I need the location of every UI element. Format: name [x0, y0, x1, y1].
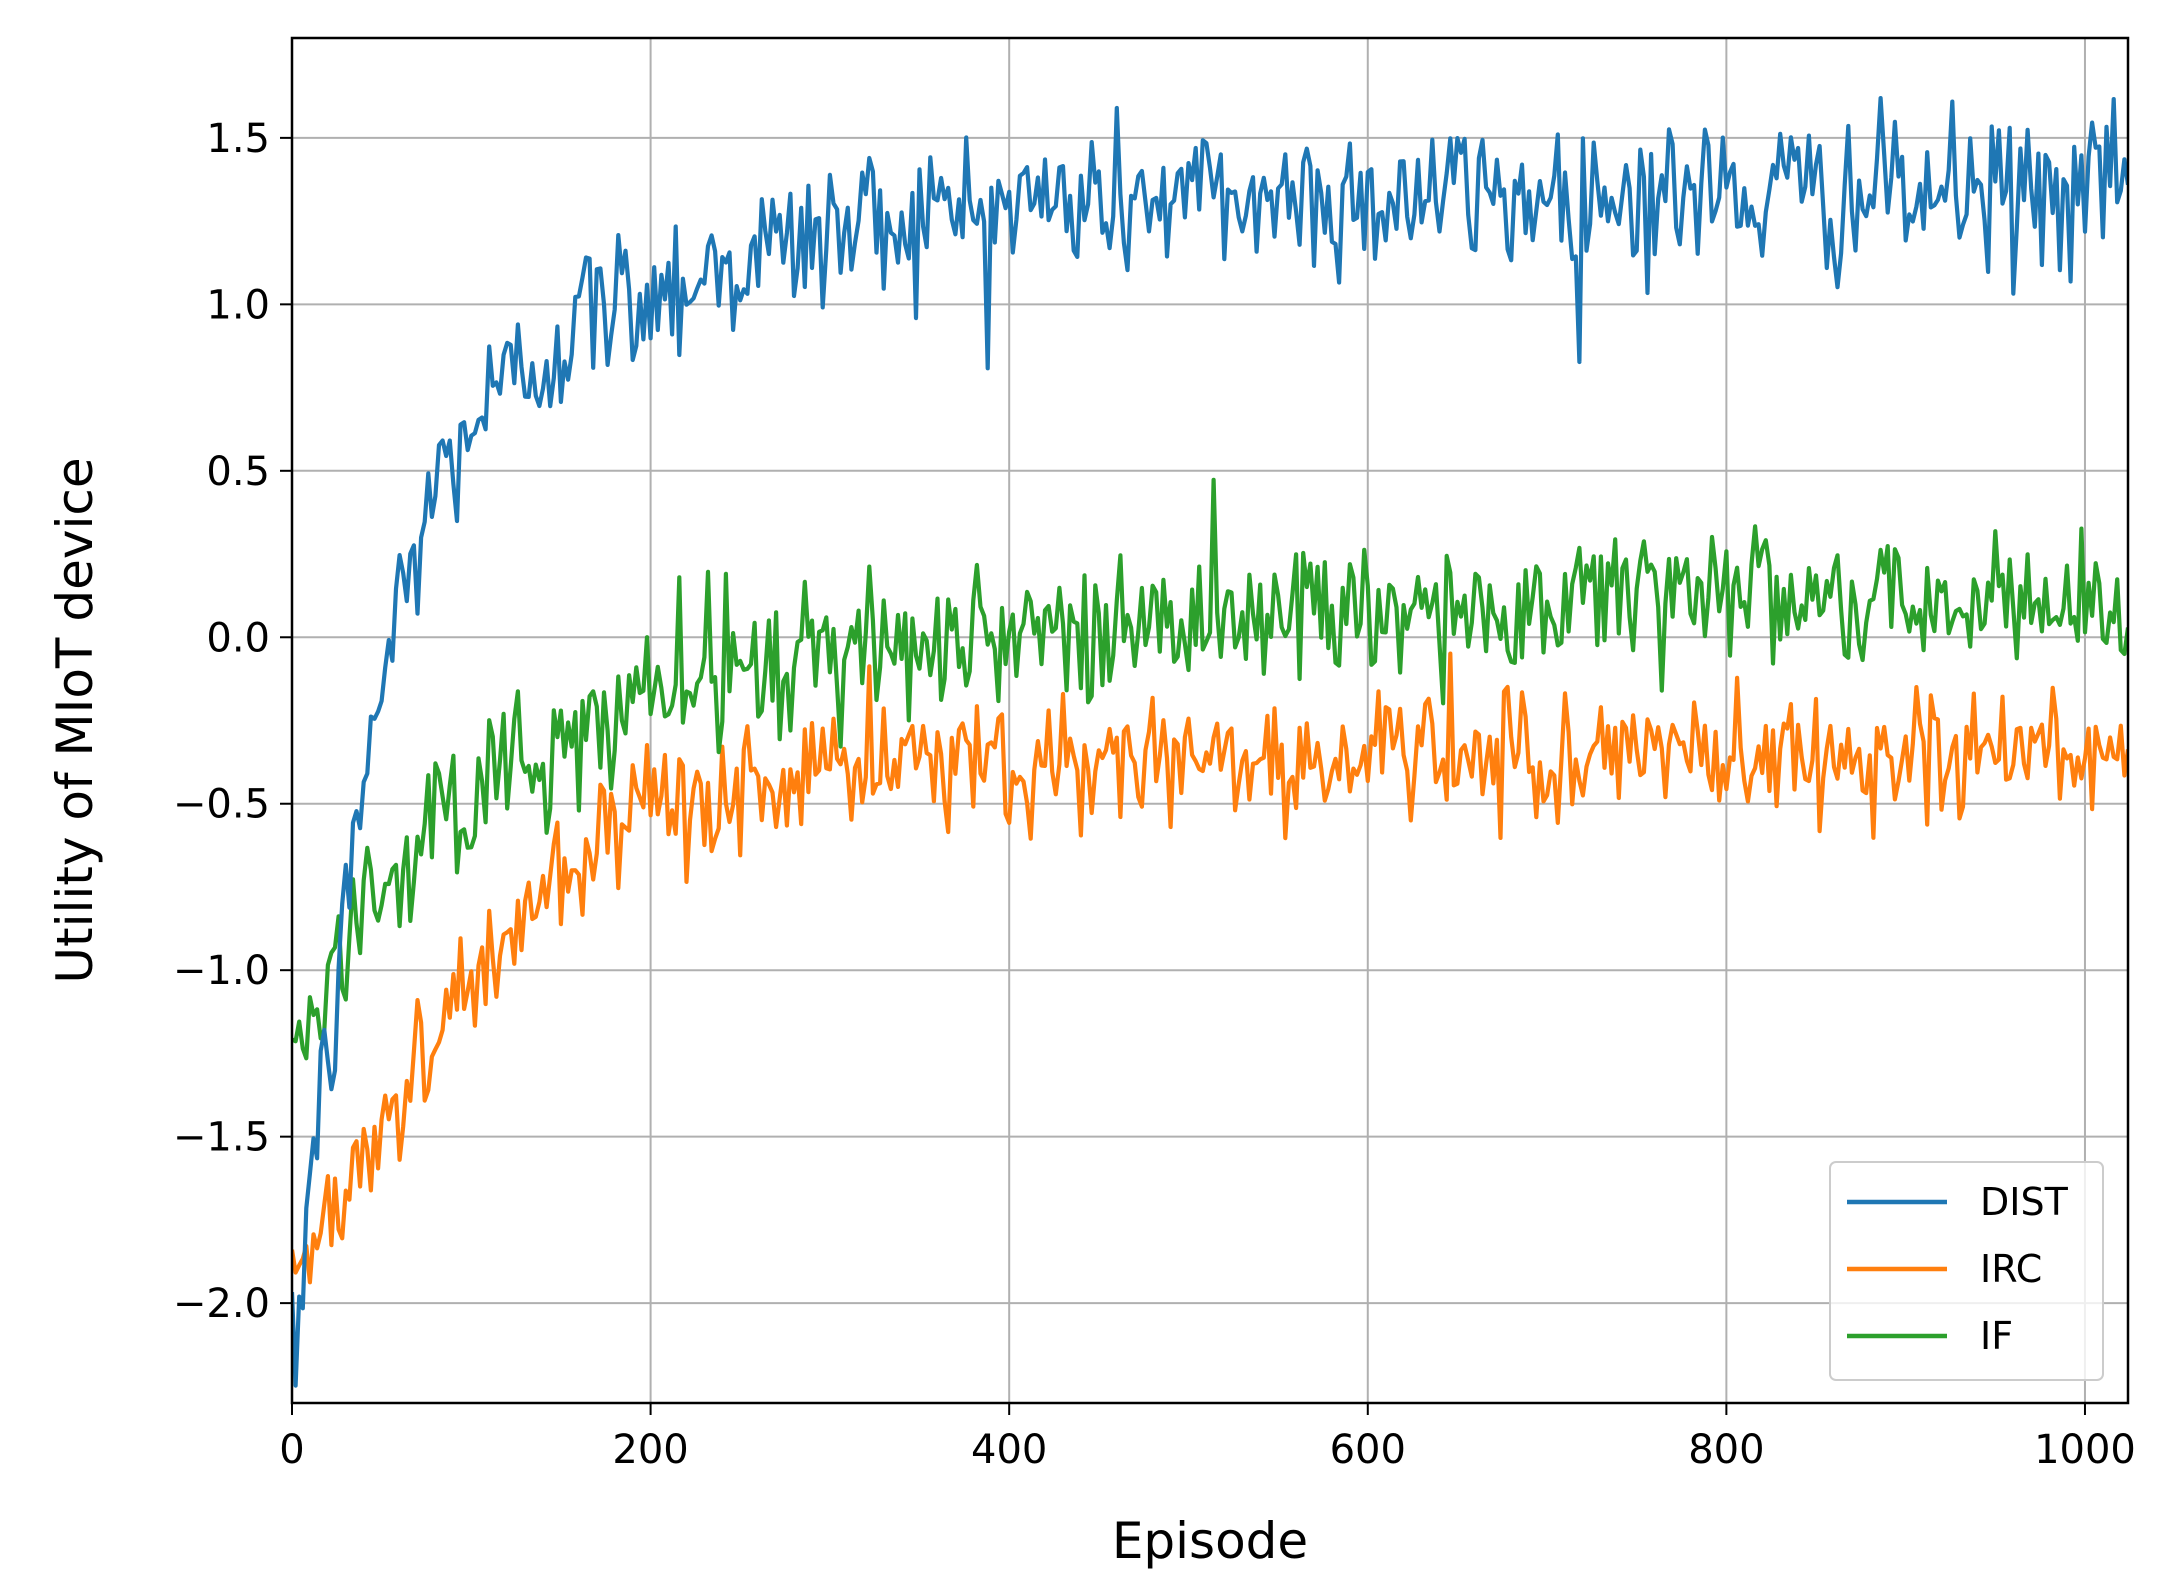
series-line-dist: [292, 96, 2128, 1388]
series-lines: [292, 96, 2128, 1388]
y-axis-title: Utility of MIoT device: [46, 457, 104, 983]
plot-frame: [290, 36, 2130, 1405]
y-tick-label: −2.0: [173, 1281, 270, 1327]
series-line-irc: [292, 651, 2128, 1285]
legend-label-dist: DIST: [1980, 1180, 2069, 1224]
legend-box: [1829, 1161, 2104, 1381]
x-tick-label: 400: [971, 1427, 1047, 1473]
y-tick-label: 0.5: [206, 449, 270, 495]
x-axis-title: Episode: [1112, 1512, 1308, 1570]
legend-label-irc: IRC: [1980, 1247, 2042, 1291]
legend: DIST IRC IF: [1829, 1161, 2104, 1381]
y-tick-label: 1.0: [206, 282, 270, 328]
x-tick-label: 800: [1688, 1427, 1764, 1473]
x-tick-label: 0: [279, 1427, 304, 1473]
x-tick-label: 200: [612, 1427, 688, 1473]
y-tick-label: −0.5: [173, 782, 270, 828]
axis-ticks: 0 200 400 600 800 1000 −2.0 −1.5 −1.0 −0.5 0.0 0.5 1…: [173, 116, 2136, 1473]
y-tick-label: 0.0: [206, 615, 270, 661]
y-tick-label: −1.0: [173, 948, 270, 994]
x-tick-label: 1000: [2034, 1427, 2136, 1473]
x-tick-label: 600: [1330, 1427, 1406, 1473]
y-tick-label: 1.5: [206, 116, 270, 162]
y-tick-label: −1.5: [173, 1115, 270, 1161]
legend-label-if: IF: [1980, 1314, 2013, 1358]
series-line-if: [292, 477, 2128, 1061]
